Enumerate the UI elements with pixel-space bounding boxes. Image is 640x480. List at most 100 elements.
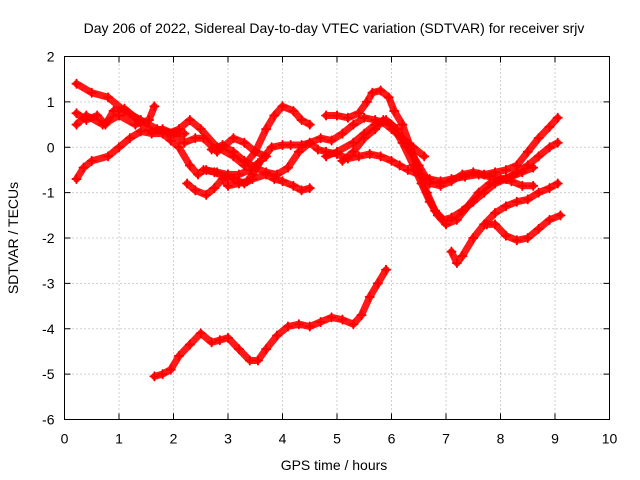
y-tick-label: -2 xyxy=(42,230,55,246)
data-point xyxy=(402,164,413,175)
data-point xyxy=(266,142,277,153)
x-tick-label: 2 xyxy=(170,431,178,447)
data-point xyxy=(108,105,119,116)
data-point xyxy=(195,328,206,339)
data-point xyxy=(71,119,82,130)
data-point xyxy=(326,135,337,146)
data-point xyxy=(468,233,479,243)
data-point xyxy=(173,350,184,361)
data-point xyxy=(517,167,528,178)
data-point xyxy=(397,137,408,148)
data-point xyxy=(370,124,381,135)
data-point xyxy=(552,112,563,123)
data-point xyxy=(304,183,315,194)
data-point xyxy=(217,139,228,150)
data-point xyxy=(457,251,468,262)
data-point xyxy=(408,160,419,171)
data-point xyxy=(348,119,359,130)
data-point xyxy=(173,142,184,153)
data-point xyxy=(252,355,263,366)
data-point xyxy=(528,180,539,191)
data-point xyxy=(356,310,367,321)
data-point xyxy=(495,174,506,185)
data-point xyxy=(272,169,283,180)
data-point xyxy=(511,235,522,246)
data-point xyxy=(473,187,484,198)
data-point xyxy=(424,178,435,189)
data-point xyxy=(261,167,272,178)
data-point xyxy=(315,316,326,327)
data-point xyxy=(288,105,299,116)
data-point xyxy=(375,151,386,162)
data-point xyxy=(397,119,408,130)
x-tick-label: 4 xyxy=(279,431,287,447)
data-point xyxy=(165,135,176,146)
data-point xyxy=(71,174,82,185)
data-point xyxy=(500,230,511,241)
data-point xyxy=(86,87,97,98)
y-tick-label: -4 xyxy=(42,321,55,337)
data-point xyxy=(544,214,555,225)
data-point xyxy=(103,92,114,103)
data-point xyxy=(146,128,157,139)
data-point xyxy=(332,110,342,121)
data-point xyxy=(86,155,97,166)
data-point xyxy=(386,119,397,130)
data-point xyxy=(378,115,389,126)
data-point xyxy=(71,78,82,89)
data-point xyxy=(296,185,307,196)
data-point xyxy=(359,133,370,144)
data-point xyxy=(381,264,392,275)
data-point xyxy=(272,330,283,341)
data-point xyxy=(242,176,253,187)
data-point xyxy=(282,162,293,173)
data-point xyxy=(367,87,378,98)
data-point xyxy=(522,146,533,157)
y-tick-label: -5 xyxy=(42,366,55,382)
data-point xyxy=(304,321,315,332)
data-point xyxy=(364,291,375,302)
data-point xyxy=(100,119,111,130)
axis-ticks xyxy=(64,56,610,420)
series-line xyxy=(483,211,564,244)
data-point xyxy=(277,139,288,150)
series-arc12 xyxy=(446,178,563,268)
data-point xyxy=(304,137,315,148)
data-point xyxy=(348,146,359,157)
data-point xyxy=(239,155,250,166)
data-point xyxy=(296,115,307,126)
data-point xyxy=(517,180,528,191)
data-point xyxy=(282,321,293,332)
y-axis-label: SDTVAR / TECUs xyxy=(5,182,21,294)
data-point xyxy=(321,110,332,121)
data-point xyxy=(304,119,315,130)
data-point xyxy=(326,312,337,323)
data-point xyxy=(446,246,457,257)
data-point xyxy=(479,169,490,180)
data-point xyxy=(269,110,280,121)
data-point xyxy=(233,344,244,355)
y-tick-label: 1 xyxy=(47,94,55,110)
data-point xyxy=(71,108,82,119)
data-point xyxy=(103,151,114,162)
data-point xyxy=(386,155,397,166)
data-point xyxy=(353,151,364,162)
data-point xyxy=(206,337,217,348)
grid xyxy=(64,56,610,420)
data-point xyxy=(337,314,348,325)
data-point xyxy=(119,103,130,114)
data-point xyxy=(432,210,443,221)
data-point xyxy=(184,160,195,171)
data-point xyxy=(533,223,544,234)
y-tick-labels: -6 -5 -4 -3 -2 -1 0 1 2 xyxy=(42,49,55,428)
data-point xyxy=(419,151,430,162)
data-point xyxy=(441,219,451,230)
data-point xyxy=(250,146,261,157)
data-point xyxy=(214,335,225,346)
data-point xyxy=(468,167,479,178)
x-tick-label: 3 xyxy=(224,431,232,447)
data-point xyxy=(277,176,288,187)
x-tick-label: 1 xyxy=(115,431,123,447)
data-point xyxy=(288,180,299,191)
series-arc4 xyxy=(71,126,315,196)
